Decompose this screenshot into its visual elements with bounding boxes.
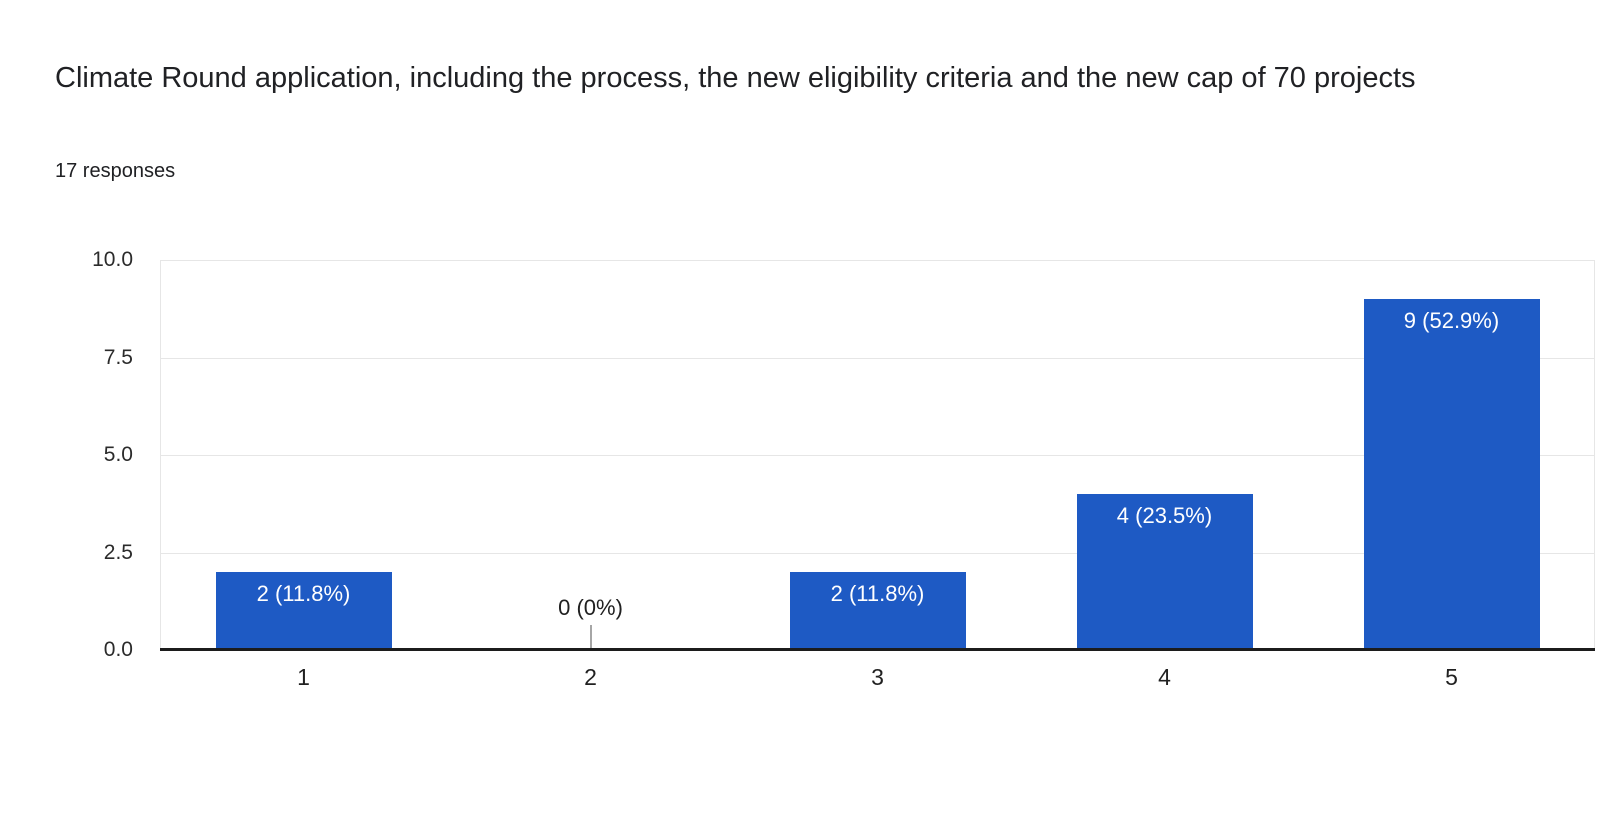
x-axis-line [160,648,1595,651]
plot-border-right [1594,260,1595,650]
zero-bar-stub [589,625,592,649]
zero-value-label: 0 (0%) [558,595,623,620]
gridline-y-5.0 [160,455,1595,456]
plot-border-left [160,260,161,650]
y-axis-tick-label: 2.5 [103,540,133,564]
response-count: 17 responses [55,160,176,182]
bar-value-label: 4 (23.5%) [1116,503,1213,528]
question-title: Climate Round application, including the… [55,62,1416,94]
bar-rating-5: 9 (52.9%) [1363,299,1540,650]
bar-rating-1: 2 (11.8%) [215,572,392,650]
x-axis-tick-label: 1 [297,664,310,690]
bar-rating-4: 4 (23.5%) [1076,494,1253,650]
category-band-1: 2 (11.8%) 1 [160,260,447,690]
category-band-5: 9 (52.9%) 5 [1308,260,1595,690]
gridline-y-7.5 [160,357,1595,359]
x-axis-tick-label: 5 [1445,664,1458,690]
bar-value-label: 2 (11.8%) [256,581,351,606]
category-band-2: 0 (0%) 2 [447,260,734,690]
plot-area: 2 (11.8%) 1 0 (0%) 2 2 (11.8%) 3 4 (23.5%) 4 9 (… [160,260,1595,690]
y-axis-tick-label: 7.5 [103,345,133,369]
gridline-y-2.5 [160,552,1595,554]
x-axis-tick-label: 3 [871,664,884,690]
x-axis-tick-label: 4 [1158,664,1171,690]
category-band-3: 2 (11.8%) 3 [734,260,1021,690]
category-band-4: 4 (23.5%) 4 [1021,260,1308,690]
y-axis-tick-label: 10.0 [92,248,133,271]
bar-value-label: 9 (52.9%) [1403,308,1500,333]
x-axis-tick-label: 2 [584,664,597,690]
y-axis-tick-label: 0.0 [103,638,133,661]
bar-value-label: 2 (11.8%) [830,581,925,606]
bar-rating-3: 2 (11.8%) [789,572,966,650]
y-axis-tick-label: 5.0 [103,443,133,466]
gridline-y-10.0 [160,260,1595,261]
